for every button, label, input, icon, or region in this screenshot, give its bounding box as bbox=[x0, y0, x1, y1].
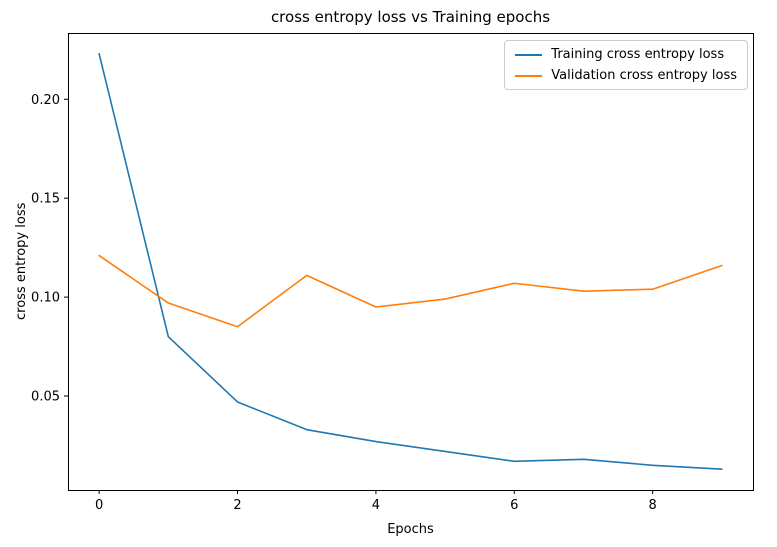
series-line-validation bbox=[98, 254, 723, 328]
axes-frame bbox=[68, 33, 754, 491]
legend-item: Validation cross entropy loss bbox=[515, 69, 737, 82]
x-tick-label: 6 bbox=[510, 498, 518, 513]
series-line-training bbox=[98, 52, 723, 471]
x-axis-label: Epochs bbox=[387, 522, 434, 537]
y-axis-label: cross entropy loss bbox=[14, 202, 29, 320]
x-tick-label: 2 bbox=[233, 498, 241, 513]
x-tick-label: 0 bbox=[95, 498, 103, 513]
y-tick-label: 0.15 bbox=[31, 192, 60, 207]
legend-item: Training cross entropy loss bbox=[515, 48, 737, 61]
legend-line-swatch bbox=[515, 53, 543, 56]
chart-title: cross entropy loss vs Training epochs bbox=[270, 8, 551, 26]
legend-line-swatch bbox=[515, 74, 543, 77]
legend: Training cross entropy loss Validation cr… bbox=[504, 40, 748, 90]
x-tick-label: 8 bbox=[649, 498, 657, 513]
legend-label: Training cross entropy loss bbox=[551, 47, 725, 62]
legend-label: Validation cross entropy loss bbox=[551, 68, 737, 83]
y-tick-label: 0.05 bbox=[31, 390, 60, 405]
y-tick-label: 0.10 bbox=[31, 291, 60, 306]
y-tick-label: 0.20 bbox=[31, 93, 60, 108]
x-tick-label: 4 bbox=[372, 498, 380, 513]
